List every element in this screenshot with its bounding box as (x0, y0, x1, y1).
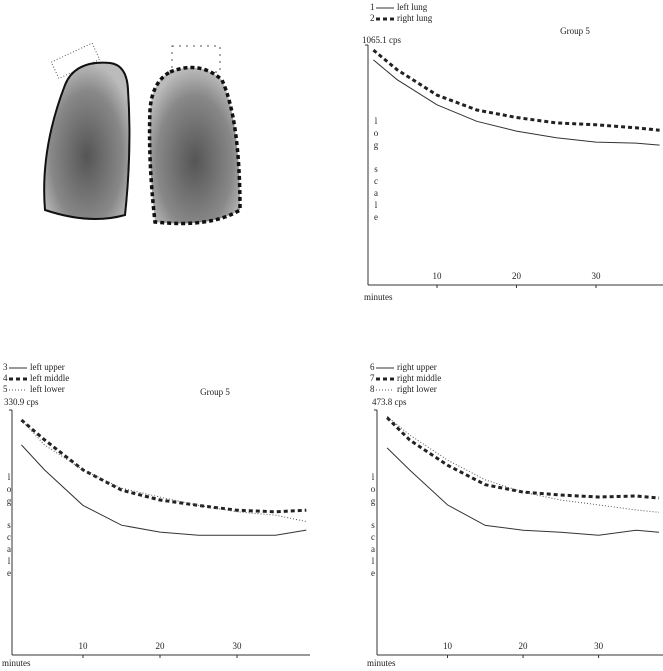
x-axis-label: minutes (367, 658, 396, 668)
line-series (387, 418, 659, 499)
x-tick-label: 10 (79, 641, 89, 651)
line-series (373, 60, 659, 145)
legend-label: left lower (30, 384, 65, 394)
y-tick-label: 1065.1 cps (362, 35, 401, 45)
x-tick-label: 30 (594, 641, 604, 651)
y-axis-label: log scale (371, 116, 380, 224)
chart-title: Group 5 (200, 387, 230, 397)
legend-key: 1 (370, 2, 375, 12)
right-lung (150, 68, 240, 224)
line-series (21, 445, 306, 535)
y-tick-label: 330.9 cps (4, 397, 39, 407)
left-lung (44, 63, 129, 219)
legend-key: 6 (370, 362, 375, 372)
legend-key: 4 (3, 373, 8, 383)
line-series (21, 420, 306, 522)
legend-key: 7 (370, 373, 375, 383)
line-series (387, 448, 659, 535)
x-tick-label: 20 (519, 641, 529, 651)
x-tick-label: 20 (512, 271, 522, 281)
y-tick-label: 473.8 cps (372, 397, 407, 407)
x-tick-label: 20 (156, 641, 166, 651)
legend-label: left lung (397, 2, 428, 12)
y-axis-label: log scale (4, 472, 13, 580)
legend-label: right upper (397, 362, 437, 372)
legend-label: right lung (397, 13, 433, 23)
x-tick-label: 30 (592, 271, 602, 281)
line-series (373, 50, 659, 130)
x-axis-label: minutes (364, 292, 393, 302)
x-axis-label: minutes (2, 658, 31, 668)
legend-label: left middle (30, 373, 69, 383)
legend-key: 5 (3, 384, 8, 394)
x-tick-label: 30 (233, 641, 243, 651)
x-tick-label: 10 (433, 271, 443, 281)
legend-label: right middle (397, 373, 441, 383)
y-axis-label: log scale (368, 472, 377, 580)
chart-title: Group 5 (560, 26, 590, 36)
legend-key: 2 (370, 13, 375, 23)
legend-key: 3 (3, 362, 8, 372)
legend-label: right lower (397, 384, 437, 394)
figure: Group 5 1065.1 cps 10 20 30 minutes 1 left lung… (0, 0, 663, 671)
chart: Group 5 1065.1 cps 10 20 30 minutes 1 left lung… (0, 0, 663, 671)
x-tick-label: 10 (443, 641, 453, 651)
legend-key: 8 (370, 384, 375, 394)
lung-scan (44, 43, 240, 223)
legend-label: left upper (30, 362, 65, 372)
